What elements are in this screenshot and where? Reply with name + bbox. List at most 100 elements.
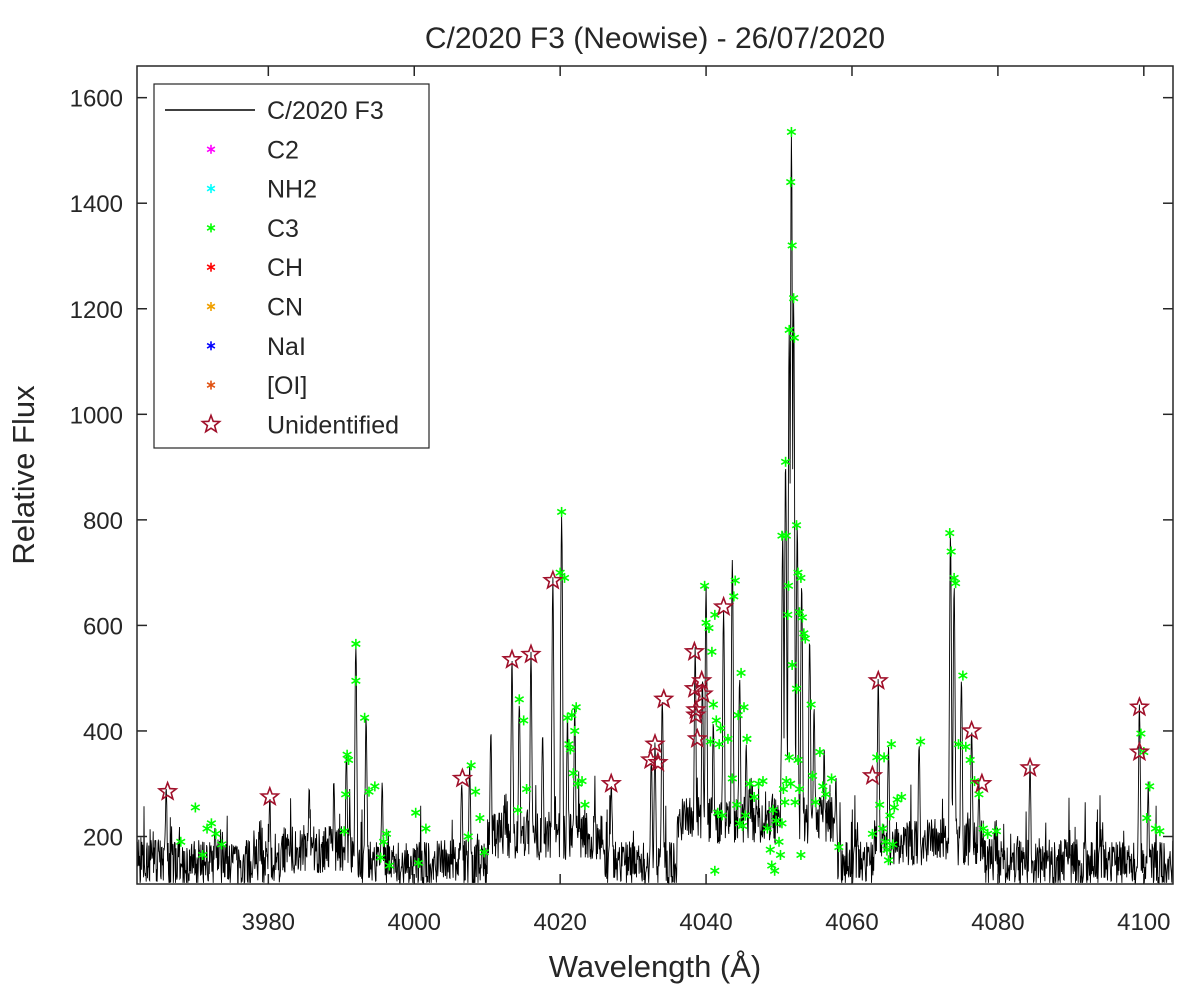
c3-marker — [768, 805, 778, 816]
c3-marker — [788, 293, 799, 304]
c3-marker — [197, 849, 208, 860]
unidentified-marker — [156, 780, 179, 801]
unidentified-marker — [690, 669, 713, 690]
c3-marker — [780, 456, 791, 467]
c3-marker — [949, 572, 959, 583]
c3-marker — [717, 810, 727, 821]
c3-marker — [176, 836, 186, 847]
c3-marker — [820, 789, 831, 800]
c3-marker — [339, 826, 349, 837]
unidentified-marker — [1128, 740, 1151, 762]
c3-marker — [800, 633, 811, 644]
legend-label: CH — [267, 254, 303, 282]
c3-marker — [475, 813, 485, 824]
legend: C/2020 F3 C2 NH2 C3 CH CN NaI [OI] Unidentified — [153, 83, 430, 449]
c3-marker — [888, 839, 898, 850]
legend-asterisk-swatch — [206, 341, 216, 351]
c3-marker — [739, 702, 749, 713]
c3-marker — [466, 760, 476, 771]
c3-marker — [790, 797, 800, 808]
c3-marker — [565, 744, 576, 755]
x-tick-label: 4100 — [1117, 909, 1170, 936]
c3-marker — [762, 823, 773, 834]
spectrum-line — [137, 134, 1173, 884]
c3-marker — [886, 739, 897, 750]
c3-marker — [794, 784, 805, 795]
c3-marker — [991, 826, 1002, 837]
c3-marker — [729, 591, 739, 602]
c3-marker — [777, 818, 787, 829]
unidentified-marker — [653, 688, 675, 709]
c3-marker — [742, 733, 752, 744]
c3-marker — [521, 784, 532, 795]
c3-marker — [796, 572, 806, 583]
unidentified-marker — [971, 772, 993, 793]
unidentified-marker — [683, 640, 706, 661]
c3-marker — [381, 828, 392, 839]
legend-label: C2 — [267, 136, 299, 164]
c3-marker — [514, 694, 525, 705]
c3-marker — [958, 670, 968, 681]
c3-marker — [945, 528, 955, 539]
c3-marker — [787, 659, 797, 670]
c3-marker — [885, 810, 895, 821]
c3-marker — [765, 844, 776, 855]
c3-marker — [206, 818, 217, 829]
c3-marker — [413, 857, 424, 868]
c3-marker — [974, 789, 984, 800]
c3-marker — [882, 844, 892, 855]
c3-marker — [982, 828, 993, 839]
c3-marker — [874, 799, 885, 810]
c3-marker — [479, 847, 490, 858]
y-tick-label: 800 — [83, 508, 123, 535]
c3-marker — [343, 754, 354, 765]
c3-marker — [896, 791, 907, 802]
c3-marker — [723, 733, 733, 744]
c3-marker — [463, 831, 473, 842]
c3-marker — [965, 754, 975, 765]
c3-marker — [783, 580, 794, 591]
unidentified-marker — [1019, 756, 1041, 778]
legend-asterisk-swatch — [206, 223, 216, 233]
legend-label: Unidentified — [267, 411, 399, 439]
c3-marker — [470, 786, 481, 797]
legend-label: CN — [267, 294, 303, 322]
c3-marker — [705, 736, 716, 747]
c3-marker — [351, 638, 361, 649]
c3-marker — [791, 520, 802, 531]
c3-marker — [780, 797, 790, 808]
c3-marker — [708, 699, 719, 710]
y-tick-label: 1000 — [70, 402, 123, 429]
c3-marker — [342, 749, 352, 760]
legend-star-swatch — [200, 413, 222, 434]
c3-marker — [340, 789, 351, 800]
c3-marker — [889, 802, 900, 813]
c3-marker — [950, 578, 961, 589]
y-tick-label: 200 — [83, 825, 123, 852]
unidentified-marker — [647, 751, 669, 772]
c3-marker — [775, 849, 786, 860]
c3-marker — [707, 646, 717, 657]
c3-marker — [877, 823, 888, 834]
y-axis: 200 400 600 800 1000 1200 1400 1600 — [70, 86, 1173, 852]
unidentified-marker — [960, 719, 983, 741]
c3-marker — [781, 776, 792, 787]
unidentified-marker — [259, 785, 281, 807]
c3-marker — [731, 799, 742, 810]
c3-marker — [736, 667, 746, 678]
x-axis-label: Wavelength (Å) — [549, 949, 762, 984]
c3-marker — [733, 710, 743, 721]
legend-label: NH2 — [267, 176, 317, 204]
c3-marker — [774, 836, 784, 847]
legend-label: C3 — [267, 215, 299, 243]
unidentified-marker — [686, 727, 709, 749]
c3-marker — [580, 799, 590, 810]
y-tick-label: 600 — [83, 613, 123, 640]
unidentified-marker — [501, 648, 523, 669]
unidentified-marker — [692, 682, 714, 704]
legend-asterisk-swatch — [206, 262, 216, 272]
c3-marker — [946, 546, 956, 557]
c3-marker — [758, 776, 768, 787]
x-tick-label: 4060 — [825, 909, 878, 936]
